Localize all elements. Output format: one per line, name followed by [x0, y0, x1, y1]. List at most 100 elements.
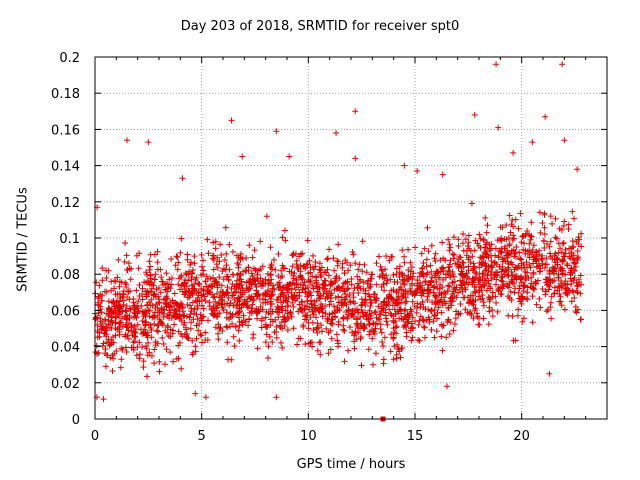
data-point: [146, 258, 153, 265]
data-point: [185, 277, 192, 284]
data-point: [524, 248, 531, 255]
data-point: [202, 394, 209, 401]
data-point: [98, 323, 105, 330]
data-point: [317, 351, 324, 358]
data-point: [315, 324, 322, 331]
data-point: [476, 287, 483, 294]
data-point: [424, 269, 431, 276]
data-point: [264, 299, 271, 306]
data-point: [324, 256, 331, 263]
data-point: [438, 264, 445, 271]
data-point: [378, 284, 385, 291]
data-point: [499, 258, 506, 265]
data-point: [506, 240, 513, 247]
data-point: [216, 294, 223, 301]
data-point: [173, 253, 180, 260]
data-point: [327, 278, 334, 285]
data-point: [231, 289, 238, 296]
data-point: [551, 290, 558, 297]
data-point: [416, 337, 423, 344]
data-point: [513, 275, 520, 282]
data-point: [393, 355, 400, 362]
data-point: [279, 344, 286, 351]
data-point: [396, 274, 403, 281]
data-point: [390, 334, 397, 341]
data-point: [320, 290, 327, 297]
data-point: [240, 301, 247, 308]
data-point: [157, 266, 164, 273]
data-point: [383, 318, 390, 325]
data-point: [363, 312, 370, 319]
data-point: [369, 335, 376, 342]
data-point: [402, 294, 409, 301]
data-point: [431, 283, 438, 290]
data-point: [431, 292, 438, 299]
data-point: [342, 290, 349, 297]
data-point: [352, 155, 359, 162]
scatter-points: [92, 61, 585, 422]
data-point: [544, 281, 551, 288]
data-point: [569, 208, 576, 215]
data-point: [559, 256, 566, 263]
data-point: [558, 302, 565, 309]
data-point: [158, 319, 165, 326]
data-point: [414, 300, 421, 307]
data-point: [458, 264, 465, 271]
data-point: [121, 313, 128, 320]
y-tick-label: 0.1: [59, 232, 80, 247]
data-point: [445, 236, 452, 243]
data-point: [533, 248, 540, 255]
data-point: [334, 337, 341, 344]
data-point: [202, 329, 209, 336]
data-point: [136, 355, 143, 362]
data-point: [414, 168, 421, 175]
data-point: [217, 324, 224, 331]
data-point: [227, 300, 234, 307]
data-point: [309, 304, 316, 311]
data-point: [154, 322, 161, 329]
data-point: [384, 277, 391, 284]
data-point: [229, 248, 236, 255]
data-point: [124, 266, 131, 273]
data-point: [198, 292, 205, 299]
data-point: [188, 289, 195, 296]
data-point: [393, 296, 400, 303]
data-point: [177, 331, 184, 338]
data-point: [145, 139, 152, 146]
data-point: [476, 281, 483, 288]
data-point: [402, 287, 409, 294]
data-point: [246, 316, 253, 323]
data-point: [415, 321, 422, 328]
data-point: [529, 319, 536, 326]
data-point: [285, 315, 292, 322]
data-point: [378, 329, 385, 336]
data-point: [136, 339, 143, 346]
data-point: [261, 290, 268, 297]
data-point: [556, 298, 563, 305]
data-point: [433, 315, 440, 322]
data-point: [338, 294, 345, 301]
data-point: [289, 294, 296, 301]
data-point: [527, 236, 534, 243]
data-point: [385, 301, 392, 308]
data-point: [132, 328, 139, 335]
data-point: [259, 279, 266, 286]
data-point: [420, 323, 427, 330]
data-point: [543, 308, 550, 315]
data-point: [377, 321, 384, 328]
data-point: [370, 361, 377, 368]
data-point: [332, 309, 339, 316]
data-point: [273, 128, 280, 135]
data-point: [278, 267, 285, 274]
data-point: [172, 262, 179, 269]
data-point: [267, 295, 274, 302]
data-point: [556, 291, 563, 298]
data-point: [297, 262, 304, 269]
data-point: [438, 333, 445, 340]
data-point: [356, 261, 363, 268]
data-point: [376, 253, 383, 260]
data-point: [119, 308, 126, 315]
data-point: [185, 287, 192, 294]
x-tick-label: 5: [198, 429, 206, 444]
data-point: [263, 213, 270, 220]
